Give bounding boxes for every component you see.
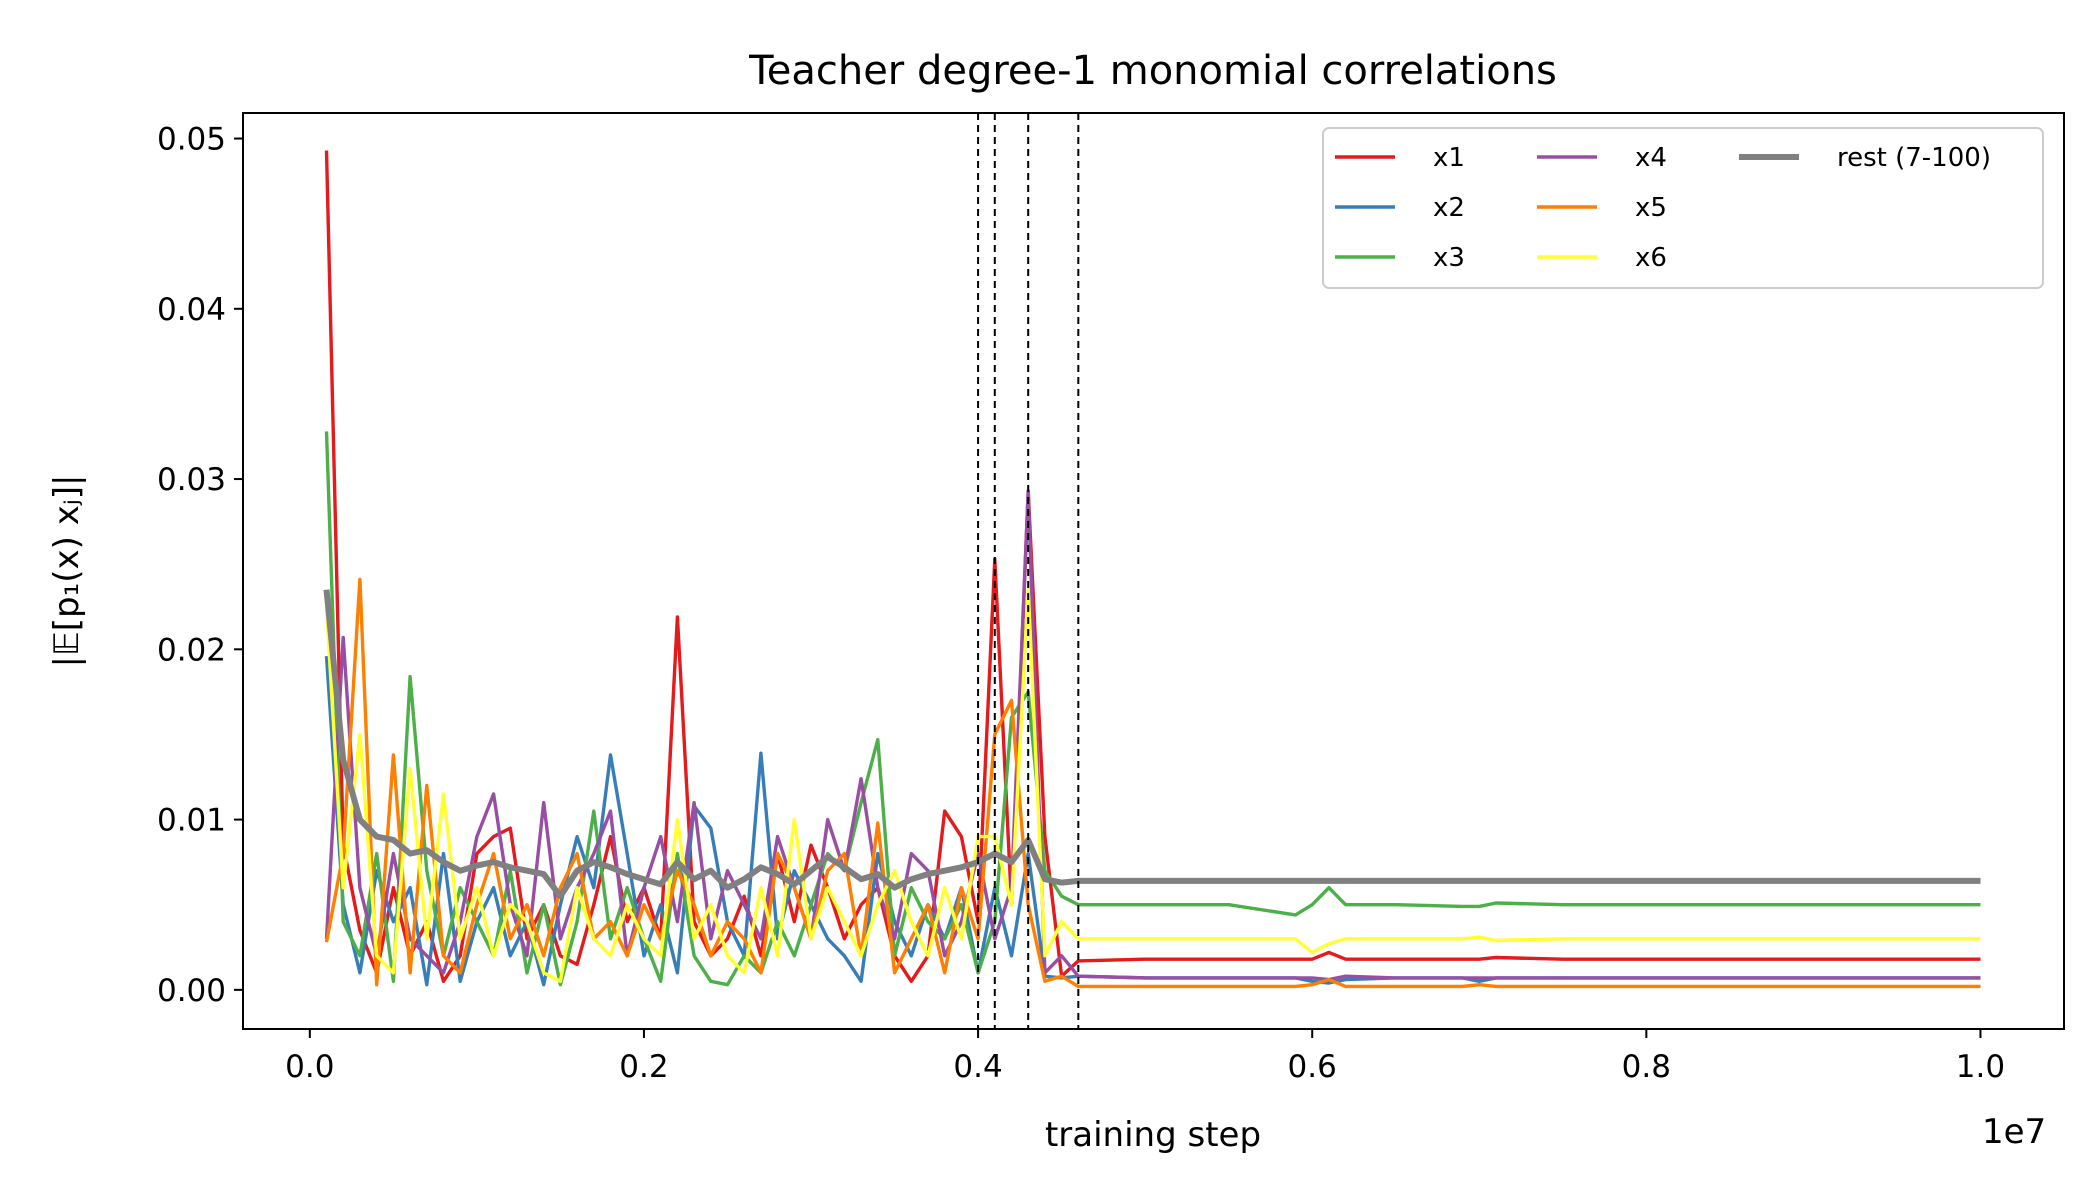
series-line-7 [323,589,1981,900]
legend: x1 x2 x3 x4 x5 x6 rest (7-100) [1322,127,2044,289]
y-axis-label: |𝔼[p₁(x) xⱼ]| [47,475,87,668]
series-line-2 [324,655,1981,987]
x-axis-ticks: 0.0 0.2 0.4 0.6 0.8 1.0 [285,1029,2005,1085]
x-axis-offset-label: 1e7 [1982,1112,2046,1152]
legend-box [1322,127,2044,289]
x-tick-label: 0.6 [1288,1049,1337,1085]
y-tick-label: 0.04 [157,292,226,328]
legend-label-3: x3 [1433,243,1465,273]
plot-frame [242,112,2065,1030]
x-tick-label: 0.8 [1622,1049,1671,1085]
series-line-4 [324,489,1981,982]
legend-label-4: x4 [1635,143,1667,173]
y-tick-label: 0.00 [157,973,226,1009]
legend-label-5: x5 [1635,193,1667,223]
chart-title: Teacher degree-1 monomial correlations [748,48,1557,94]
y-tick-label: 0.05 [157,122,226,158]
x-tick-label: 0.0 [285,1049,334,1085]
y-tick-label: 0.03 [157,462,226,498]
vertical-markers [977,113,1080,1029]
y-tick-label: 0.02 [157,632,226,668]
legend-label-7: rest (7-100) [1837,143,1991,173]
x-tick-label: 1.0 [1956,1049,2005,1085]
legend-label-6: x6 [1635,243,1667,273]
x-tick-label: 0.4 [953,1049,1002,1085]
series-layer [323,150,1981,989]
legend-label-1: x1 [1433,143,1465,173]
legend-label-2: x2 [1433,193,1465,223]
series-line-6 [324,588,1981,983]
x-axis-label: training step [1045,1115,1261,1155]
series-line-1 [324,150,1981,983]
y-tick-label: 0.01 [157,803,226,839]
x-tick-label: 0.2 [619,1049,668,1085]
y-axis-ticks: 0.00 0.01 0.02 0.03 0.04 0.05 [157,122,243,1009]
